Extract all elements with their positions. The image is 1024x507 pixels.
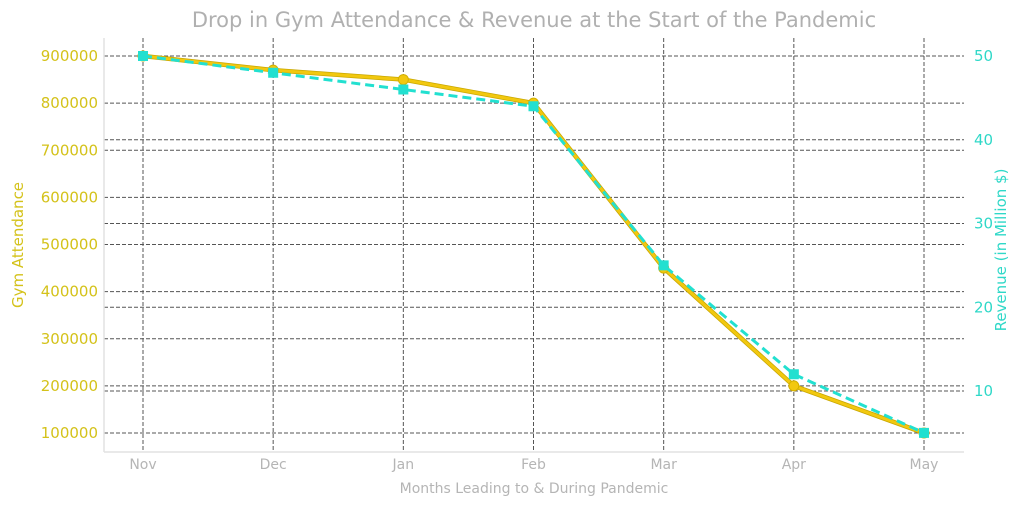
y-tick-label: 700000 [41, 141, 98, 159]
x-tick-label: Jan [392, 457, 415, 473]
y2-tick-label: 10 [974, 382, 993, 400]
x-tick-label: Feb [521, 457, 546, 473]
x-tick-label: Mar [650, 457, 677, 473]
y-tick-label: 100000 [41, 424, 98, 442]
revenue-point [658, 260, 669, 271]
revenue-point [788, 369, 799, 380]
y-tick-label: 400000 [41, 283, 98, 301]
revenue-point [398, 84, 409, 95]
x-axis-label: Months Leading to & During Pandemic [400, 481, 669, 497]
right-ticks: 10 20 30 40 50 [974, 47, 993, 400]
y2-tick-label: 40 [974, 131, 993, 149]
y-tick-label: 200000 [41, 377, 98, 395]
chart-title: Drop in Gym Attendance & Revenue at the … [192, 8, 876, 32]
y-tick-label: 800000 [41, 94, 98, 112]
left-ticks: 100000 200000 300000 400000 500000 600000 7000… [41, 47, 98, 442]
revenue-point [138, 51, 148, 61]
y-tick-label: 900000 [41, 47, 98, 65]
series [137, 50, 930, 439]
revenue-point [528, 101, 539, 112]
x-tick-label: May [910, 457, 939, 473]
y-tick-label: 600000 [41, 188, 98, 206]
revenue-point [268, 67, 279, 78]
y-tick-label: 500000 [41, 236, 98, 254]
y2-tick-label: 20 [974, 298, 993, 316]
y2-tick-label: 30 [974, 215, 993, 233]
revenue-point [919, 427, 929, 438]
attendance-point [397, 74, 409, 86]
y2-axis-label: Revenue (in Million $) [992, 169, 1010, 332]
y2-tick-label: 50 [974, 47, 993, 65]
axes [103, 38, 964, 453]
x-tick-label: Dec [260, 457, 287, 473]
x-ticks: Nov Dec Jan Feb Mar Apr May [129, 457, 938, 473]
y-tick-label: 300000 [41, 330, 98, 348]
y-axis-label: Gym Attendance [9, 182, 27, 308]
x-tick-label: Apr [782, 457, 806, 473]
attendance-point [788, 380, 800, 392]
x-tick-label: Nov [129, 457, 156, 473]
